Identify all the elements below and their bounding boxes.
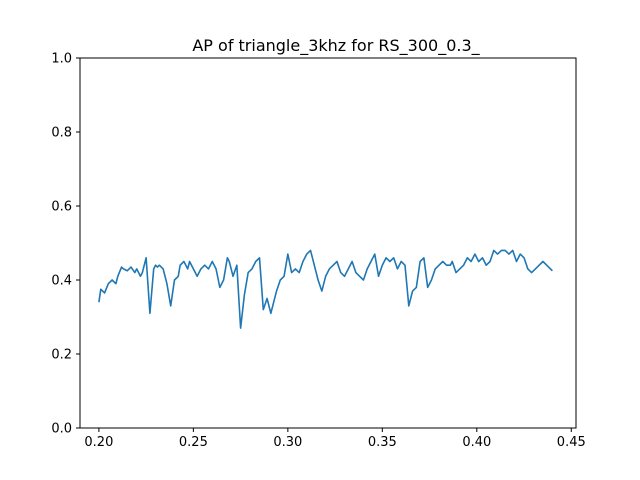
y-tick-label: 1.0 [51, 52, 72, 67]
x-tick-label: 0.45 [557, 435, 586, 450]
x-tick-label: 0.35 [368, 435, 397, 450]
series-line [98, 249, 553, 329]
y-tick-label: 0.0 [51, 422, 72, 437]
series-layer [98, 249, 553, 329]
x-tick-label: 0.25 [179, 435, 208, 450]
x-axis: 0.20 0.25 0.30 0.35 0.40 0.45 [84, 428, 586, 450]
chart-title: AP of triangle_3khz for RS_300_0.3_ [192, 36, 480, 56]
x-tick-label: 0.20 [84, 435, 113, 450]
y-tick-label: 0.4 [51, 274, 72, 289]
plot-frame [79, 57, 577, 429]
plot-area [79, 57, 577, 429]
y-axis: 0.0 0.2 0.4 0.6 0.8 1.0 [51, 52, 80, 437]
y-tick-label: 0.6 [51, 200, 72, 215]
x-tick-label: 0.30 [273, 435, 302, 450]
y-tick-label: 0.8 [51, 126, 72, 141]
x-tick-label: 0.40 [462, 435, 491, 450]
y-tick-label: 0.2 [51, 348, 72, 363]
